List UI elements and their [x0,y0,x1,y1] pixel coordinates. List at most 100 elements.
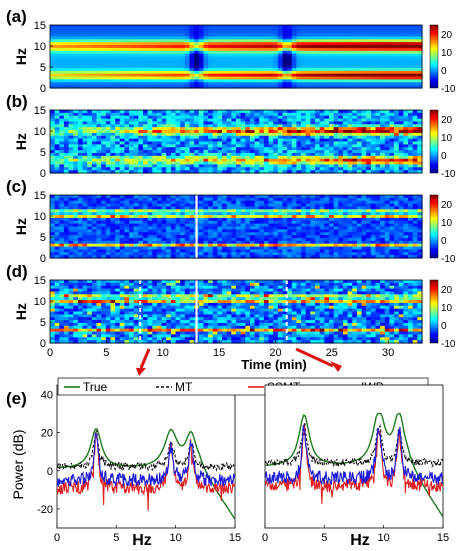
heatmap-cell [249,42,256,46]
heatmap-cell [73,33,79,38]
heatmap-cell [212,206,218,210]
heatmap-cell [282,135,288,140]
heatmap-cell [87,217,93,222]
heatmap-cell [152,33,158,38]
heatmap-cell [329,33,335,38]
heatmap-cell [54,152,60,157]
heatmap-cell [245,115,251,120]
heatmap-cell [96,164,102,168]
heatmap-cell [175,141,181,145]
heatmap-cell [91,56,98,60]
heatmap-cell [296,226,302,230]
heatmap-cell [226,200,232,205]
heatmap-cell [124,226,130,230]
heatmap-cell [398,158,404,163]
heatmap-cell [152,124,158,128]
heatmap-cell [222,158,228,163]
heatmap-cell [254,209,260,213]
heatmap-cell [124,118,130,123]
heatmap-cell [59,135,65,140]
heatmap-cell [87,132,93,137]
heatmap-cell [63,158,70,163]
heatmap-cell [277,67,284,72]
heatmap-cell [129,47,135,52]
heatmap-cell [268,197,274,202]
heatmap-cell [50,209,56,213]
heatmap-cell [68,206,74,210]
heatmap-cell [170,138,177,143]
heatmap-cell [375,33,381,38]
heatmap-cell [124,121,130,125]
heatmap-cell [370,127,377,131]
heatmap-cell [170,76,177,81]
heatmap-cell [333,167,339,171]
heatmap-cell [356,47,363,52]
heatmap-cell [310,130,316,134]
heatmap-cell [310,121,316,125]
heatmap-cell [110,200,116,205]
heatmap-cell [347,121,353,125]
heatmap-cell [133,39,139,43]
heatmap-cell [91,212,98,216]
heatmap-cell [152,209,158,213]
heatmap-cell [124,130,130,134]
heatmap-cell [152,73,158,78]
heatmap-cell [333,67,339,72]
heatmap-cell [119,138,125,143]
heatmap-cell [68,45,74,49]
heatmap-cell [231,110,237,114]
heatmap-cell [273,252,279,256]
heatmap-cell [375,45,381,49]
heatmap-cell [87,47,93,52]
heatmap-cell [194,82,200,86]
heatmap-cell [101,79,107,83]
heatmap-cell [408,59,414,63]
heatmap-cell [124,161,130,166]
heatmap-cell [263,150,270,154]
heatmap-cell [249,217,256,222]
heatmap-cell [417,121,423,125]
heatmap-cell [296,161,302,166]
heatmap-cell [403,82,409,86]
heatmap-cell [54,62,60,66]
heatmap-cell [119,217,125,222]
heatmap-cell [273,152,279,157]
heatmap-cell [166,209,172,213]
heatmap-cell [305,85,311,89]
heatmap-cell [101,197,107,202]
heatmap-cell [133,33,139,38]
heatmap-cell [352,237,358,242]
heatmap-cell [133,62,139,66]
heatmap-cell [236,240,242,245]
heatmap-cell [329,229,335,233]
heatmap-cell [54,155,60,160]
heatmap-cell [347,79,353,83]
heatmap-cell [249,164,256,168]
heatmap-cell [129,67,135,72]
heatmap-cell [124,39,130,43]
heatmap-cell [398,73,404,78]
heatmap-cell [50,42,56,46]
heatmap-cell [124,167,130,171]
heatmap-cell [277,155,284,160]
heatmap-cell [268,110,274,114]
heatmap-cell [161,36,167,40]
heatmap-cell [161,167,167,171]
heatmap-cell [398,59,404,63]
heatmap-cell [87,246,93,251]
heatmap-cell [301,50,307,55]
heatmap-cell [240,25,246,29]
heatmap-cell [217,232,223,236]
heatmap-cell [417,112,423,117]
heatmap-cell [263,59,270,63]
heatmap-cell [170,167,177,171]
heatmap-cell [240,226,246,230]
heatmap-cell [96,127,102,131]
heatmap-cell [129,124,135,128]
heatmap-cell [161,212,167,216]
heatmap-cell [240,203,246,208]
heatmap-cell [245,45,251,49]
heatmap-cell [175,67,181,72]
heatmap-cell [133,212,139,216]
heatmap-cell [217,59,223,63]
